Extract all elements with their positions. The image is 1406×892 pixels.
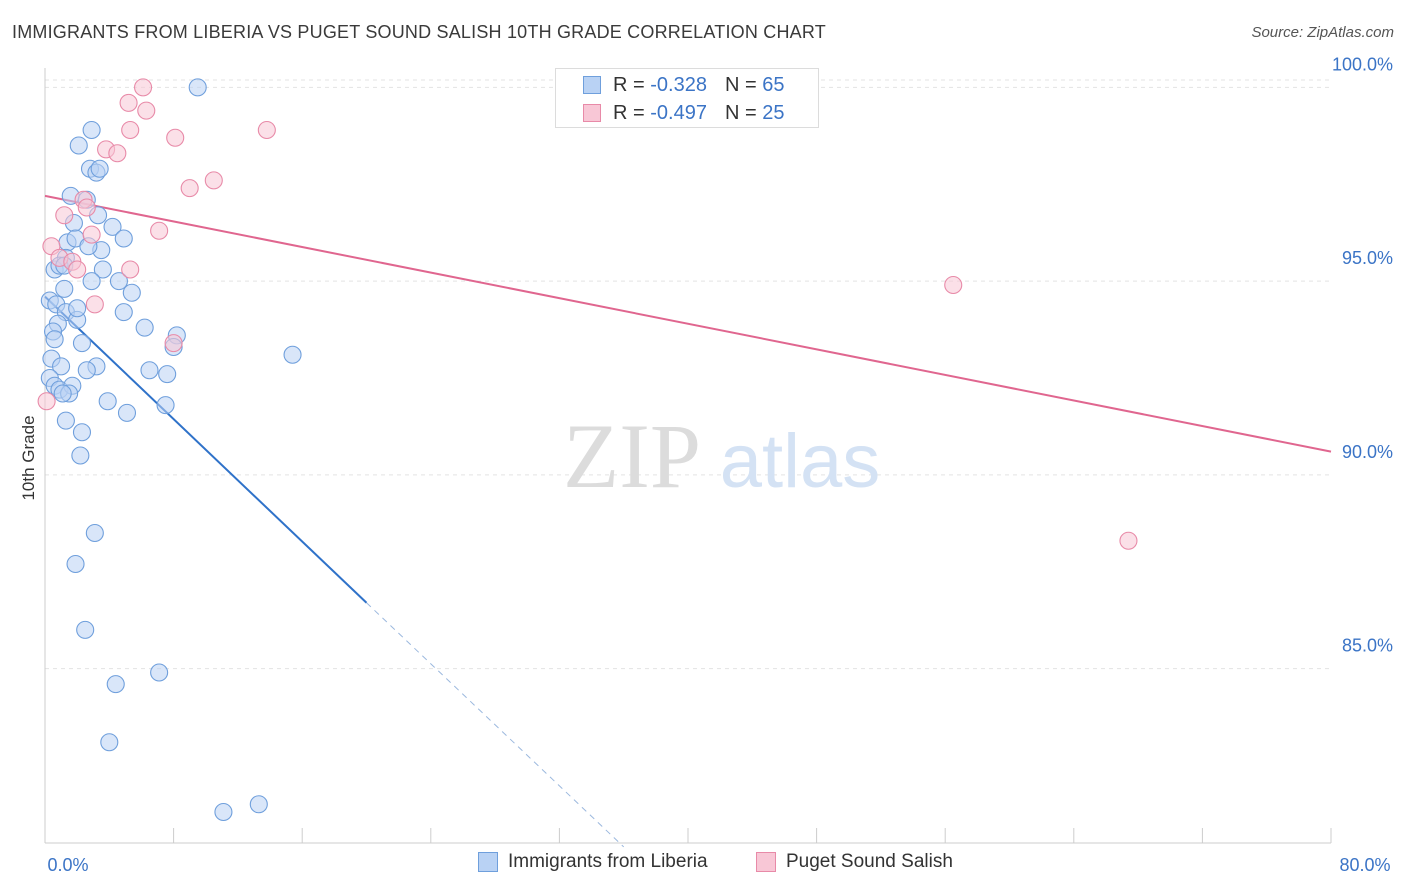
- data-point-liberia: [52, 357, 71, 376]
- r-label: R =: [613, 101, 645, 124]
- data-point-liberia: [117, 403, 137, 422]
- data-point-salish: [55, 206, 74, 225]
- liberia-swatch: [583, 76, 601, 94]
- data-point-liberia: [82, 272, 101, 291]
- data-point-salish: [85, 295, 104, 314]
- y-axis-label: 10th Grade: [19, 415, 38, 500]
- data-point-liberia: [122, 283, 141, 302]
- data-point-salish: [180, 179, 199, 198]
- stats-legend-row-liberia: R = -0.328 N = 65: [556, 72, 784, 98]
- n-label: N =: [724, 73, 757, 96]
- data-point-salish: [121, 120, 140, 140]
- data-point-liberia: [45, 330, 64, 349]
- data-point-salish: [137, 101, 156, 120]
- y-tick-label: 100.0%: [1332, 54, 1393, 74]
- data-point-liberia: [114, 229, 133, 248]
- data-point-salish: [121, 260, 140, 279]
- r-value: -0.497: [650, 101, 707, 124]
- data-point-liberia: [85, 523, 104, 543]
- salish-swatch: [583, 104, 601, 122]
- data-point-liberia: [158, 365, 177, 384]
- series-liberia-points: [40, 78, 302, 822]
- liberia-legend-swatch: [478, 852, 498, 872]
- source-label: Source: ZipAtlas.com: [1251, 24, 1394, 41]
- stats-legend-row-salish: R = -0.497 N = 25: [556, 100, 784, 126]
- y-tick-label: 95.0%: [1342, 248, 1393, 268]
- data-point-liberia: [56, 411, 75, 430]
- trendline-liberia-extension: [366, 602, 625, 848]
- data-point-liberia: [82, 120, 101, 140]
- data-point-liberia: [135, 318, 154, 337]
- y-tick-label: 90.0%: [1342, 442, 1393, 462]
- n-value: 25: [762, 101, 785, 124]
- data-point-salish: [82, 225, 101, 244]
- legend-item-liberia[interactable]: Immigrants from Liberia: [478, 851, 708, 873]
- x-tick-label-min: 0.0%: [47, 855, 88, 875]
- series-legend: Immigrants from Liberia Puget Sound Sali…: [0, 851, 1406, 877]
- legend-item-salish[interactable]: Puget Sound Salish: [756, 851, 953, 873]
- data-point-salish: [77, 198, 96, 217]
- data-point-salish: [166, 128, 185, 147]
- data-point-liberia: [93, 260, 112, 279]
- stats-legend: R = -0.328 N = 65 R = -0.497 N = 25: [555, 68, 819, 128]
- data-point-liberia: [114, 303, 133, 322]
- trendline-liberia: [44, 295, 368, 604]
- data-point-liberia: [140, 361, 159, 380]
- data-point-liberia: [156, 396, 175, 415]
- data-point-liberia: [188, 78, 207, 97]
- y-tick-labels: 85.0% 90.0% 95.0% 100.0%: [1332, 54, 1393, 655]
- chart-title: IMMIGRANTS FROM LIBERIA VS PUGET SOUND S…: [12, 22, 826, 42]
- data-point-liberia: [72, 334, 92, 353]
- data-point-salish: [944, 275, 963, 295]
- watermark-atlas: atlas: [720, 419, 881, 504]
- data-point-salish: [134, 78, 153, 97]
- data-point-salish: [37, 392, 56, 411]
- r-label: R =: [613, 73, 645, 96]
- data-point-salish: [150, 221, 169, 240]
- data-point-liberia: [53, 384, 72, 403]
- data-point-liberia: [72, 423, 92, 442]
- legend-label-salish: Puget Sound Salish: [786, 851, 953, 872]
- data-point-salish: [108, 144, 127, 163]
- data-point-salish: [1119, 531, 1138, 550]
- axes: [44, 68, 1332, 844]
- data-point-liberia: [283, 345, 302, 364]
- data-point-liberia: [66, 554, 85, 574]
- n-label: N =: [724, 101, 757, 124]
- trendline-salish: [44, 194, 1332, 453]
- data-point-liberia: [150, 663, 169, 682]
- data-point-liberia: [76, 620, 95, 639]
- data-point-liberia: [55, 279, 74, 298]
- data-point-liberia: [106, 675, 125, 694]
- r-value: -0.328: [650, 73, 707, 96]
- data-point-salish: [257, 120, 276, 140]
- x-tick-label-max: 80.0%: [1339, 855, 1390, 875]
- salish-legend-swatch: [756, 852, 776, 872]
- data-point-liberia: [98, 392, 117, 411]
- watermark-zip: ZIP: [563, 405, 701, 507]
- data-point-liberia: [77, 361, 96, 380]
- data-point-salish: [164, 334, 183, 353]
- data-point-liberia: [103, 217, 122, 236]
- data-point-salish: [119, 93, 138, 112]
- data-point-salish: [68, 260, 87, 279]
- n-value: 65: [762, 73, 785, 96]
- data-point-liberia: [249, 795, 268, 814]
- data-point-liberia: [90, 159, 109, 178]
- legend-label-liberia: Immigrants from Liberia: [508, 851, 708, 872]
- data-point-liberia: [214, 802, 233, 822]
- data-point-liberia: [109, 272, 128, 291]
- data-point-liberia: [68, 299, 87, 318]
- trendlines: [44, 194, 1332, 848]
- data-point-liberia: [100, 733, 119, 752]
- data-point-liberia: [71, 446, 90, 465]
- data-point-liberia: [69, 136, 88, 155]
- gridlines: [45, 79, 1331, 670]
- series-salish-points: [37, 78, 1138, 550]
- data-point-salish: [204, 171, 223, 190]
- y-tick-label: 85.0%: [1342, 636, 1393, 656]
